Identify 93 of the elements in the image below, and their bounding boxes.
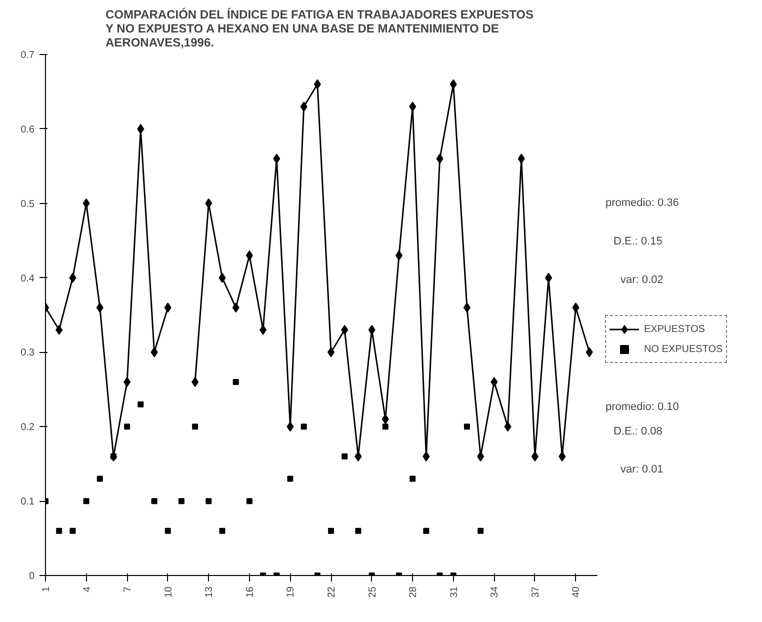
text: D.E.: 0.08 [614, 425, 662, 438]
chart-title: COMPARACIÓN DEL ÍNDICE DE FATIGA EN TRABAJADORES EXPUESTOS Y NO EXPUESTO A HEXANO EN UNA BASE DE MANTENIMIENTO DE AERONAVES,1996. [105, 8, 534, 50]
point [504, 422, 512, 432]
point [232, 378, 239, 385]
y-tick-label: 0.4 [20, 273, 35, 284]
point [477, 451, 484, 462]
x-tick-label: 37 [530, 586, 542, 598]
point [56, 528, 62, 534]
point [96, 476, 103, 482]
y-tick-label: 0.7 [20, 50, 35, 61]
point [192, 424, 198, 430]
x-tick-label: 28 [408, 586, 420, 598]
x-tick-label: 16 [244, 586, 256, 598]
point [382, 414, 389, 424]
point [150, 347, 158, 358]
point [110, 453, 116, 460]
point [342, 453, 348, 460]
x-tick-label: 7 [122, 586, 134, 592]
point [219, 528, 226, 534]
point [83, 498, 90, 504]
point [300, 424, 307, 430]
point [70, 528, 76, 534]
point [354, 451, 362, 462]
point [450, 79, 457, 90]
y-tick-label: 0.1 [20, 496, 35, 508]
point [409, 102, 416, 112]
point [464, 424, 470, 430]
point [478, 528, 484, 534]
point [490, 376, 498, 387]
point [138, 401, 144, 408]
x-tick-label: 22 [326, 586, 338, 598]
point [178, 498, 184, 504]
point [273, 154, 280, 164]
point [82, 198, 90, 208]
point [355, 528, 362, 534]
point [328, 528, 334, 534]
point [206, 498, 212, 504]
x-tick-label: 10 [163, 586, 174, 598]
point [382, 424, 388, 430]
point [586, 347, 593, 358]
text: promedio: 0.36 [606, 196, 679, 209]
x-tick-label: 34 [490, 586, 501, 598]
text: var: 0.01 [620, 464, 664, 476]
point [287, 476, 294, 482]
point [341, 324, 348, 335]
y-tick-label: 0.3 [20, 348, 35, 359]
x-tick-label: 31 [448, 586, 460, 598]
point [96, 302, 104, 313]
text: var: 0.02 [620, 274, 664, 286]
y-tick-label: 0.5 [20, 198, 35, 210]
point [137, 124, 144, 134]
point [232, 302, 240, 313]
point [300, 102, 308, 112]
x-tick-label: 25 [367, 586, 378, 598]
point [192, 376, 199, 387]
point [518, 154, 525, 164]
point [124, 424, 130, 430]
point [205, 198, 212, 208]
x-tick-label: 40 [571, 586, 582, 598]
point [558, 451, 566, 462]
point [164, 302, 172, 313]
point [422, 451, 430, 462]
point [545, 272, 552, 283]
point [286, 422, 294, 432]
point [69, 272, 76, 283]
point [463, 302, 470, 313]
y-tick-label: 0.6 [20, 124, 35, 136]
legend-label: NO EXPUESTOS [644, 344, 723, 354]
point [260, 324, 267, 335]
point [314, 79, 321, 90]
text: D.E.: 0.15 [614, 236, 662, 248]
point [531, 451, 538, 462]
point [218, 272, 226, 283]
point [423, 528, 430, 534]
point [164, 528, 171, 534]
point [246, 498, 252, 504]
x-tick-label: 1 [41, 586, 52, 592]
y-tick-label: 0.2 [20, 422, 35, 434]
point [436, 154, 444, 164]
x-tick-label: 19 [286, 586, 297, 598]
text: promedio: 0.10 [606, 400, 679, 413]
point [368, 324, 376, 335]
point [151, 498, 158, 504]
x-tick-label: 13 [204, 586, 216, 598]
point [56, 324, 63, 335]
point [410, 476, 416, 482]
point [246, 250, 253, 260]
legend-label: EXPUESTOS [644, 324, 705, 334]
point [572, 302, 580, 313]
x-tick-label: 4 [82, 586, 93, 592]
point [328, 347, 335, 358]
y-tick-label: 0 [28, 571, 35, 582]
point [124, 376, 131, 387]
